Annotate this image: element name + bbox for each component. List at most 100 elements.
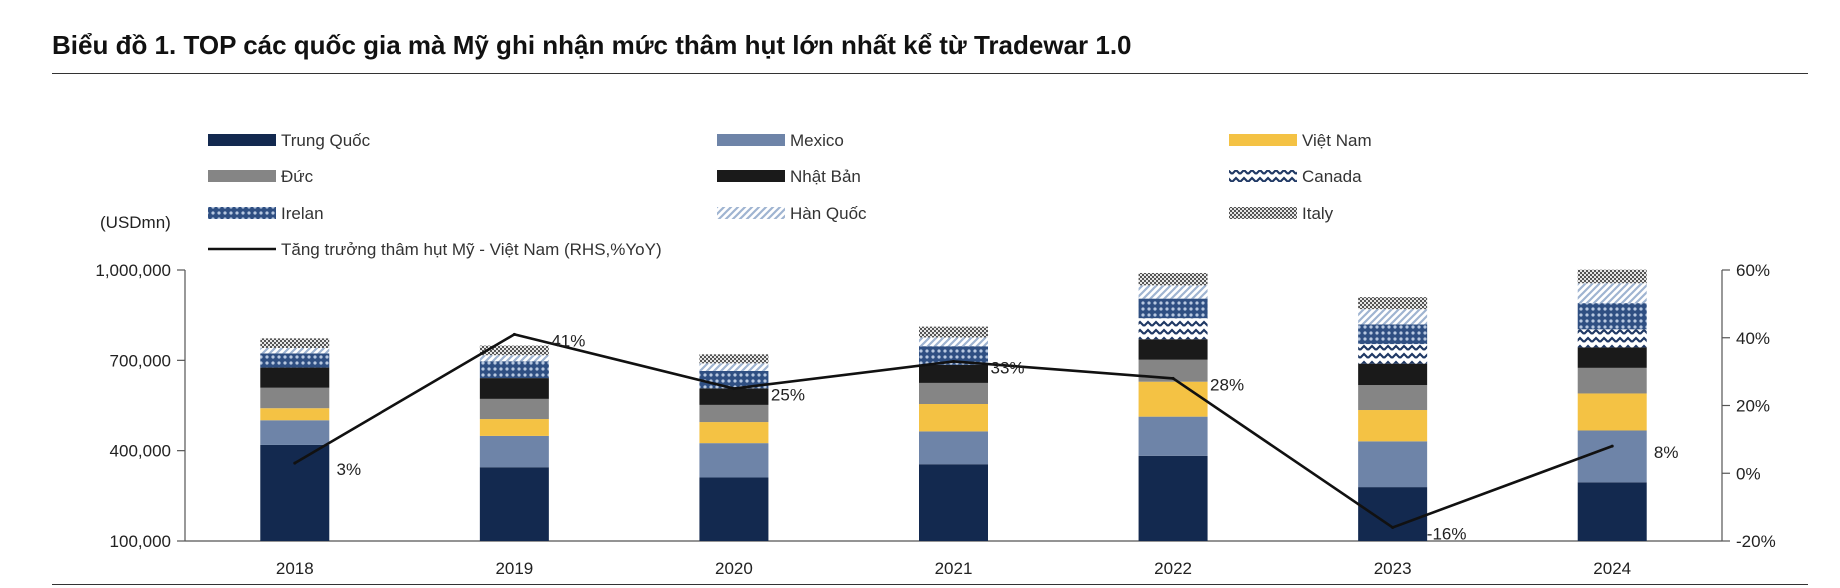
growth-data-label: 41% (551, 331, 585, 350)
growth-data-label: 33% (990, 358, 1024, 377)
bar-segment-trung-quoc-2023 (1358, 487, 1428, 541)
bar-segment-nhat-ban-2020 (699, 388, 769, 405)
bar-segment-trung-quoc-2019 (479, 467, 549, 541)
growth-point-2022 (1171, 376, 1175, 380)
bar-segment-han-quoc-2022 (1138, 285, 1208, 299)
x-tick-label: 2023 (1374, 559, 1412, 578)
bar-segment-nhat-ban-2021 (919, 364, 988, 383)
y2-tick-label: 40% (1736, 329, 1770, 348)
legend-swatch (717, 207, 785, 219)
bar-stack-2019 (479, 345, 549, 541)
bar-segment-viet-nam-2018 (260, 408, 330, 421)
bar-segment-irelan-2023 (1358, 324, 1428, 345)
bar-segment-mexico-2019 (479, 435, 549, 468)
bar-segment-trung-quoc-2021 (919, 464, 988, 541)
bar-segment-irelan-2024 (1577, 303, 1647, 330)
y-tick-label: 700,000 (110, 351, 171, 370)
bar-segment-viet-nam-2024 (1577, 393, 1647, 431)
legend-label: Nhật Bản (790, 167, 861, 186)
bar-stack-2020 (699, 354, 769, 541)
legend-label: Đức (281, 167, 314, 186)
legend-swatch (208, 134, 276, 146)
bar-segment-irelan-2022 (1138, 298, 1208, 319)
bar-segment-italy-2018 (260, 338, 330, 348)
legend-item-italy: Italy (1229, 204, 1334, 223)
legend-item-han-quoc: Hàn Quốc (717, 204, 867, 223)
bar-segment-mexico-2018 (260, 420, 330, 445)
bar-segment-italy-2019 (479, 345, 549, 356)
bar-segment-canada-2022 (1138, 318, 1208, 340)
x-tick-label: 2022 (1154, 559, 1192, 578)
growth-point-2019 (512, 332, 516, 336)
axes: 100,000 400,000 700,000 1,000,000 -20% 0% 20% 4… (95, 261, 1775, 551)
x-tick-label: 2018 (276, 559, 314, 578)
bar-segment-nhat-ban-2019 (479, 378, 549, 399)
growth-point-2018 (293, 461, 297, 465)
top-rule (52, 73, 1808, 74)
growth-point-2023 (1391, 525, 1395, 529)
bar-segment-trung-quoc-2020 (699, 477, 769, 541)
bar-stack-2023 (1358, 297, 1428, 541)
bar-segment-duc-2021 (919, 382, 988, 404)
legend-label: Tăng trưởng thâm hụt Mỹ - Việt Nam (RHS,… (281, 240, 662, 259)
bar-segment-han-quoc-2023 (1358, 309, 1428, 325)
bar-stack-2021 (919, 326, 988, 541)
bar-segment-irelan-2021 (919, 346, 988, 365)
legend-label: Việt Nam (1302, 131, 1372, 150)
bar-segment-han-quoc-2019 (479, 355, 549, 362)
bar-segment-italy-2021 (919, 326, 988, 338)
growth-point-2024 (1610, 444, 1614, 448)
legend: Trung Quốc Mexico Việt Nam Đức Nhật Bản Canad… (208, 131, 1372, 259)
bar-segment-han-quoc-2021 (919, 337, 988, 347)
legend-swatch (1229, 170, 1297, 182)
growth-line: 3% 41% 25% 33% 28% -16% 8% (293, 331, 1679, 543)
y-tick-label: 400,000 (110, 442, 171, 461)
bar-segment-italy-2024 (1577, 269, 1647, 284)
x-tick-label: 2019 (495, 559, 533, 578)
growth-data-label: 28% (1210, 375, 1244, 394)
bar-segment-mexico-2024 (1577, 430, 1647, 483)
growth-point-2021 (952, 359, 955, 363)
bar-segment-canada-2024 (1577, 329, 1647, 348)
legend-swatch (1229, 207, 1297, 219)
growth-data-label: -16% (1427, 524, 1467, 543)
x-tick-label: 2024 (1593, 559, 1631, 578)
legend-item-duc: Đức (208, 167, 314, 186)
y-axis-unit-label: (USDmn) (100, 213, 171, 232)
bar-segment-nhat-ban-2024 (1577, 347, 1647, 368)
legend-label: Italy (1302, 204, 1334, 223)
y2-tick-label: 0% (1736, 464, 1761, 483)
legend-swatch (208, 207, 276, 219)
bar-segment-trung-quoc-2024 (1577, 482, 1647, 541)
legend-swatch (717, 170, 785, 182)
bar-segment-duc-2023 (1358, 385, 1428, 411)
bar-segment-italy-2020 (699, 354, 769, 364)
legend-swatch (1229, 134, 1297, 146)
growth-data-label: 3% (336, 460, 361, 479)
bar-segment-irelan-2019 (479, 361, 549, 379)
legend-label: Irelan (281, 204, 324, 223)
x-tick-label: 2021 (935, 559, 973, 578)
bar-segment-viet-nam-2023 (1358, 410, 1428, 442)
bar-segment-han-quoc-2024 (1577, 283, 1647, 304)
bar-segment-viet-nam-2022 (1138, 381, 1208, 417)
bar-segment-mexico-2021 (919, 431, 988, 465)
bar-stack-2018 (260, 338, 330, 541)
legend-swatch (717, 134, 785, 146)
legend-swatch (208, 170, 276, 182)
bar-segment-canada-2023 (1358, 344, 1428, 364)
growth-data-label: 8% (1654, 443, 1679, 462)
bar-segment-duc-2024 (1577, 367, 1647, 394)
legend-item-irelan: Irelan (208, 204, 324, 223)
bar-segment-irelan-2018 (260, 353, 330, 368)
x-tick-label: 2020 (715, 559, 753, 578)
y2-tick-label: -20% (1736, 532, 1776, 551)
bar-stack-2024 (1577, 269, 1647, 541)
growth-point-2020 (732, 387, 736, 391)
bar-segment-trung-quoc-2018 (260, 444, 330, 541)
bar-segment-mexico-2023 (1358, 441, 1428, 488)
legend-item-trung-quoc: Trung Quốc (208, 131, 371, 150)
legend-label: Canada (1302, 167, 1362, 186)
bar-segment-duc-2018 (260, 387, 330, 409)
